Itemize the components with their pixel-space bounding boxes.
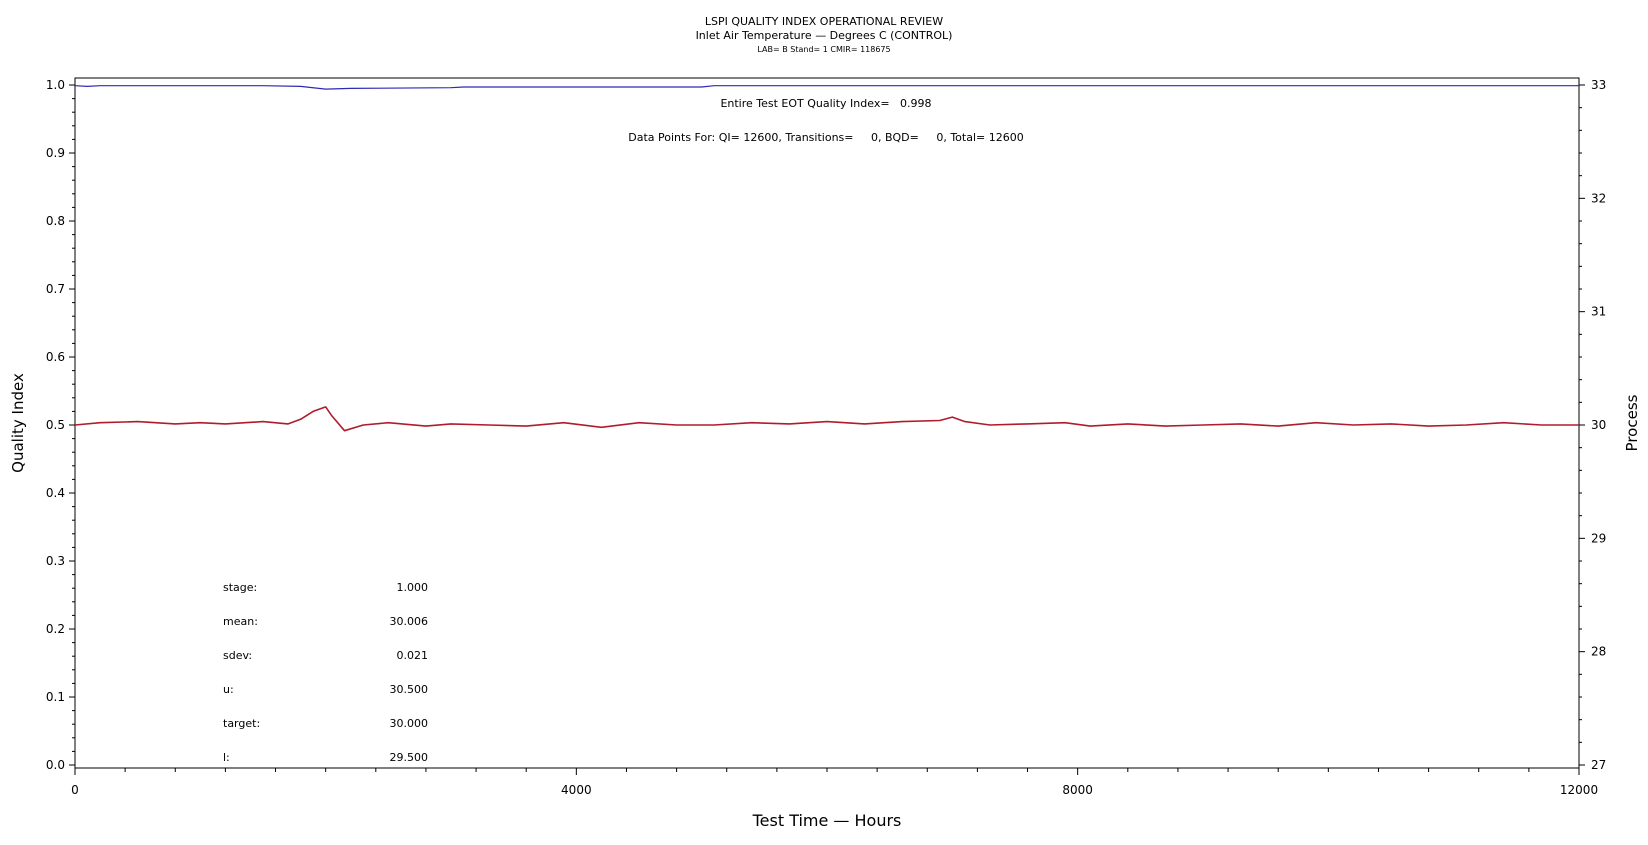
y2-axis-label: Process <box>1623 394 1641 451</box>
stat-value: 29.500 <box>390 751 429 764</box>
y-tick-label: 0.1 <box>46 690 65 704</box>
plot-frame <box>74 77 1580 769</box>
stat-value: 1.000 <box>397 581 429 594</box>
stat-value: 30.006 <box>390 615 429 628</box>
x-tick-label: 12000 <box>1560 783 1598 797</box>
y-tick-label: 0.9 <box>46 146 65 160</box>
data-points-annotation: Data Points For: QI= 12600, Transitions=… <box>628 131 1023 144</box>
right-axis: 27 28 29 30 31 32 33 <box>1579 78 1606 772</box>
stat-label: target: <box>223 717 260 730</box>
y2-tick-label: 32 <box>1591 191 1606 205</box>
y-tick-label: 1.0 <box>46 78 65 92</box>
stat-label: stage: <box>223 581 257 594</box>
y-tick-label: 0.3 <box>46 554 65 568</box>
y-tick-label: 0.5 <box>46 418 65 432</box>
x-axis-label: Test Time — Hours <box>752 811 902 830</box>
y-axis-label: Quality Index <box>9 373 27 473</box>
process-series-line <box>74 406 1579 432</box>
left-axis: 0.0 0.1 0.2 0.3 0.4 0.5 0.6 0.7 0.8 0.9 1.0 <box>46 78 75 772</box>
stats-table: stage: 1.000 mean: 30.006 sdev: 0.021 u: 30.500… <box>223 581 428 764</box>
chart-title: LSPI QUALITY INDEX OPERATIONAL REVIEW <box>705 15 943 28</box>
stat-value: 30.000 <box>390 717 429 730</box>
stat-label: u: <box>223 683 234 696</box>
x-tick-label: 0 <box>71 783 79 797</box>
y-tick-label: 0.0 <box>46 758 65 772</box>
chart-subtitle: Inlet Air Temperature — Degrees C (CONTR… <box>696 29 953 42</box>
stat-value: 0.021 <box>397 649 429 662</box>
y2-tick-label: 31 <box>1591 305 1606 319</box>
y-tick-label: 0.8 <box>46 214 65 228</box>
y2-tick-label: 29 <box>1591 531 1606 545</box>
y-tick-label: 0.4 <box>46 486 65 500</box>
quality-index-series-line <box>74 85 1579 90</box>
y-tick-label: 0.7 <box>46 282 65 296</box>
x-tick-label: 4000 <box>561 783 592 797</box>
y-tick-label: 0.6 <box>46 350 65 364</box>
stat-label: mean: <box>223 615 258 628</box>
series-layer <box>74 85 1579 432</box>
stat-value: 30.500 <box>390 683 429 696</box>
y2-tick-label: 28 <box>1591 645 1606 659</box>
y2-tick-label: 30 <box>1591 418 1606 432</box>
stat-label: sdev: <box>223 649 252 662</box>
quality-index-annotation: Entire Test EOT Quality Index= 0.998 <box>720 97 931 110</box>
chart-subtitle-2: LAB= B Stand= 1 CMIR= 118675 <box>757 45 890 54</box>
bottom-axis: 0 4000 8000 12000 <box>71 768 1598 797</box>
stat-label: l: <box>223 751 230 764</box>
y2-tick-label: 33 <box>1591 78 1606 92</box>
y-tick-label: 0.2 <box>46 622 65 636</box>
y2-tick-label: 27 <box>1591 758 1606 772</box>
x-tick-label: 8000 <box>1062 783 1093 797</box>
